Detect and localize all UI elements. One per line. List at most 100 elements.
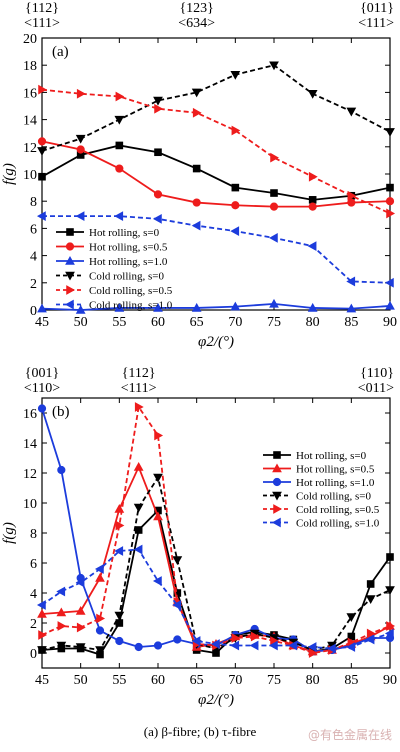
data-point — [114, 546, 124, 556]
legend-item: Cold rolling, s=0 — [89, 271, 164, 283]
data-point — [115, 141, 124, 150]
data-point — [115, 636, 124, 646]
orientation-direction-label: <111> — [121, 381, 157, 396]
x-tick-label: 55 — [112, 315, 126, 330]
data-point — [385, 586, 395, 596]
x-tick-label: 45 — [35, 315, 49, 330]
x-tick-label: 65 — [190, 673, 204, 688]
x-axis-label: φ2/(°) — [198, 334, 234, 350]
y-tick-label: 20 — [23, 32, 37, 47]
data-point — [95, 626, 105, 635]
data-point — [307, 241, 317, 251]
y-tick-label: 18 — [23, 59, 37, 74]
series-line — [41, 64, 391, 152]
data-point — [38, 84, 48, 95]
data-point — [153, 302, 163, 312]
y-tick-label: 16 — [23, 86, 37, 101]
data-point — [38, 172, 46, 181]
data-point — [269, 202, 279, 211]
y-tick-label: 6 — [30, 557, 37, 572]
data-point — [76, 145, 85, 154]
y-tick-label: 4 — [30, 587, 37, 602]
series-line — [41, 140, 391, 208]
x-tick-label: 50 — [74, 673, 88, 688]
x-tick-label: 45 — [35, 673, 49, 688]
y-tick-label: 14 — [23, 437, 37, 452]
x-tick-label: 50 — [74, 315, 88, 330]
data-point — [37, 404, 47, 413]
legend-item: Hot rolling, s=0 — [89, 227, 160, 239]
data-point — [230, 226, 240, 236]
data-point — [347, 198, 356, 207]
data-point — [366, 580, 375, 588]
x-tick-label: 75 — [267, 315, 281, 330]
series-1 — [38, 506, 394, 659]
orientation-plane-label: {112} — [122, 366, 156, 381]
data-point — [346, 642, 356, 652]
series-6 — [36, 211, 394, 288]
y-tick-label: 10 — [23, 168, 37, 183]
orientation-plane-label: {112} — [25, 1, 59, 16]
x-tick-label: 70 — [228, 315, 242, 330]
chart-panel-1: 45 50 55 60 65 70 75 80 85 90 0 2 4 6 8 10 12 14 16 18 20 φ2/… — [1, 1, 397, 350]
y-tick-label: 12 — [23, 467, 37, 482]
data-point — [346, 276, 356, 287]
orientation-plane-label: {011} — [360, 1, 394, 16]
series-5 — [38, 84, 396, 219]
data-point — [288, 640, 298, 651]
data-point — [192, 198, 201, 207]
data-point — [65, 271, 75, 281]
data-point — [153, 190, 163, 199]
x-tick-label: 75 — [267, 673, 281, 688]
data-point — [66, 228, 74, 236]
data-point — [365, 634, 375, 645]
legend-item: Cold rolling, s=0.5 — [296, 504, 380, 516]
data-point — [346, 613, 357, 623]
data-point — [37, 137, 47, 146]
legend-item: Cold rolling, s=0 — [296, 491, 371, 503]
data-point — [114, 211, 124, 222]
data-point — [308, 648, 318, 658]
legend-item: Cold rolling, s=0.5 — [89, 285, 173, 297]
series-5 — [38, 402, 396, 658]
data-point — [384, 628, 394, 639]
data-point — [270, 152, 280, 163]
series-2 — [37, 137, 395, 211]
data-point — [386, 553, 394, 561]
series-line — [41, 508, 391, 656]
data-point — [307, 90, 318, 99]
data-point — [365, 595, 376, 605]
data-point — [386, 208, 396, 219]
x-tick-label: 55 — [112, 673, 126, 688]
data-point — [385, 197, 395, 206]
data-point — [153, 473, 163, 483]
data-point — [307, 642, 317, 652]
y-tick-label: 2 — [30, 617, 37, 632]
data-point — [269, 298, 279, 308]
data-point — [272, 463, 282, 473]
data-point — [230, 301, 241, 311]
series-3 — [37, 404, 395, 656]
orientation-direction-label: <011> — [358, 381, 394, 396]
data-point — [273, 451, 281, 459]
data-point — [152, 214, 162, 224]
data-point — [134, 642, 143, 652]
data-point — [75, 304, 86, 314]
series-line — [41, 88, 391, 215]
data-point — [65, 255, 75, 265]
data-point — [115, 164, 124, 173]
data-point — [36, 600, 46, 610]
data-point — [153, 511, 163, 521]
legend-item: Cold rolling, s=1.0 — [296, 518, 380, 530]
x-tick-label: 90 — [383, 673, 397, 688]
orientation-plane-label: {123} — [179, 1, 213, 16]
data-point — [57, 621, 67, 631]
data-point — [308, 171, 318, 182]
data-point — [37, 147, 47, 156]
x-tick-label: 85 — [344, 315, 358, 330]
x-tick-label: 80 — [306, 673, 320, 688]
y-tick-label: 12 — [23, 141, 37, 156]
data-point — [96, 613, 106, 624]
